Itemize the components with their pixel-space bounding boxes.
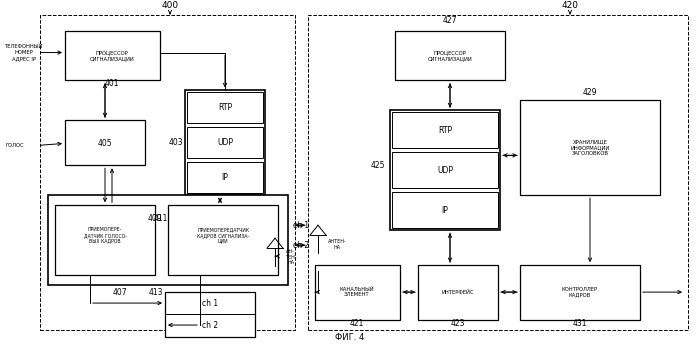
- Bar: [520, 265, 640, 320]
- Bar: [315, 265, 400, 320]
- Text: КАНАЛЬНЫЙ
ЭЛЕМЕНТ: КАНАЛЬНЫЙ ЭЛЕМЕНТ: [340, 287, 374, 298]
- Text: RTP: RTP: [218, 104, 232, 112]
- Text: 403: 403: [169, 138, 183, 147]
- Bar: [168, 205, 278, 275]
- Bar: [65, 31, 160, 80]
- Text: ИНТЕРФЕЙС: ИНТЕРФЕЙС: [442, 290, 475, 294]
- Bar: [40, 15, 295, 330]
- Text: АН-
ТЕН-
НА: АН- ТЕН- НА: [285, 249, 297, 266]
- Bar: [187, 127, 263, 158]
- Text: 400: 400: [162, 1, 178, 10]
- Bar: [187, 162, 263, 193]
- Text: 431: 431: [573, 319, 587, 327]
- Text: 420: 420: [561, 1, 578, 10]
- Text: ТЕЛЕФОННЫЙ
НОМЕР
АДРЕС IP: ТЕЛЕФОННЫЙ НОМЕР АДРЕС IP: [5, 44, 43, 61]
- Text: ПРОЦЕССОР
СИГНАЛИЗАЦИИ: ПРОЦЕССОР СИГНАЛИЗАЦИИ: [90, 50, 134, 61]
- Bar: [390, 110, 500, 230]
- Text: 407: 407: [113, 288, 127, 297]
- Text: ГОЛОС: ГОЛОС: [5, 143, 24, 148]
- Bar: [418, 265, 498, 320]
- Text: ФИГ. 4: ФИГ. 4: [335, 333, 365, 342]
- Bar: [55, 205, 155, 275]
- Text: 427: 427: [442, 16, 457, 25]
- Text: АНТЕН-
НА: АНТЕН- НА: [328, 239, 346, 250]
- Text: RTP: RTP: [438, 126, 452, 135]
- Text: 413: 413: [148, 288, 163, 297]
- Bar: [65, 120, 145, 165]
- Bar: [395, 31, 505, 80]
- Bar: [392, 192, 498, 228]
- Text: 409: 409: [148, 214, 162, 223]
- Text: IP: IP: [442, 206, 449, 215]
- Bar: [165, 292, 255, 337]
- Text: 429: 429: [582, 88, 597, 97]
- Bar: [392, 152, 498, 188]
- Text: 405: 405: [97, 139, 112, 148]
- Text: 421: 421: [350, 319, 364, 327]
- Bar: [392, 112, 498, 148]
- Text: ch 1: ch 1: [202, 299, 218, 308]
- Bar: [185, 90, 265, 195]
- Bar: [520, 100, 660, 195]
- Text: UDP: UDP: [437, 166, 453, 175]
- Text: ПРИЕМОПЕРЕ-
ДАТЧИК ГОЛОСО-
ВЫХ КАДРОВ: ПРИЕМОПЕРЕ- ДАТЧИК ГОЛОСО- ВЫХ КАДРОВ: [83, 227, 127, 244]
- Text: КОНТРОЛЛЕР
КАДРОВ: КОНТРОЛЛЕР КАДРОВ: [562, 287, 598, 298]
- Text: ch 2: ch 2: [202, 321, 218, 330]
- Text: 401: 401: [105, 79, 119, 88]
- Text: 425: 425: [370, 161, 385, 170]
- Text: ch 1: ch 1: [293, 221, 309, 230]
- Text: ch 2: ch 2: [293, 241, 309, 250]
- Bar: [48, 195, 288, 285]
- Text: UDP: UDP: [217, 138, 233, 147]
- Text: ПРИЕМОПЕРЕДАТЧИК
КАДРОВ СИГНАЛИЗА-
ЦИИ: ПРИЕМОПЕРЕДАТЧИК КАДРОВ СИГНАЛИЗА- ЦИИ: [197, 227, 249, 244]
- Text: ПРОЦЕССОР
СИГНАЛИЗАЦИИ: ПРОЦЕССОР СИГНАЛИЗАЦИИ: [428, 50, 472, 61]
- Text: 411: 411: [153, 214, 168, 223]
- Bar: [308, 15, 688, 330]
- Text: 423: 423: [451, 319, 466, 327]
- Text: ХРАНИЛИЩЕ
ИНФОРМАЦИИ
ЗАГОЛОВКОВ: ХРАНИЛИЩЕ ИНФОРМАЦИИ ЗАГОЛОВКОВ: [570, 139, 610, 156]
- Bar: [187, 93, 263, 123]
- Text: IP: IP: [222, 173, 228, 182]
